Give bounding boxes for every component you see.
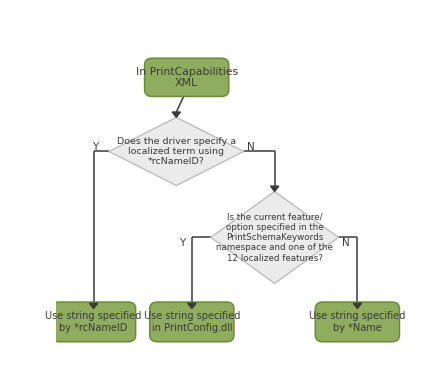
- Text: Y: Y: [93, 142, 99, 152]
- Polygon shape: [188, 303, 196, 308]
- Text: N: N: [247, 142, 255, 152]
- FancyBboxPatch shape: [52, 302, 136, 342]
- FancyBboxPatch shape: [145, 58, 229, 97]
- Polygon shape: [109, 117, 243, 186]
- FancyBboxPatch shape: [150, 302, 234, 342]
- Polygon shape: [172, 112, 181, 117]
- Text: Does the driver specify a
localized term using
*rcNameID?: Does the driver specify a localized term…: [117, 137, 236, 166]
- Text: Use string specified
by *rcNameID: Use string specified by *rcNameID: [45, 311, 142, 333]
- Text: In PrintCapabilities
XML: In PrintCapabilities XML: [136, 67, 238, 88]
- Text: Is the current feature/
option specified in the
PrintSchemaKeywords
namespace an: Is the current feature/ option specified…: [216, 212, 333, 263]
- Text: N: N: [342, 238, 350, 248]
- Polygon shape: [211, 191, 339, 283]
- FancyBboxPatch shape: [316, 302, 400, 342]
- Text: Use string specified
in PrintConfig.dll: Use string specified in PrintConfig.dll: [144, 311, 240, 333]
- Polygon shape: [353, 303, 361, 308]
- Text: Use string specified
by *Name: Use string specified by *Name: [309, 311, 405, 333]
- Polygon shape: [89, 303, 98, 308]
- Polygon shape: [271, 186, 279, 191]
- Text: Y: Y: [179, 238, 185, 248]
